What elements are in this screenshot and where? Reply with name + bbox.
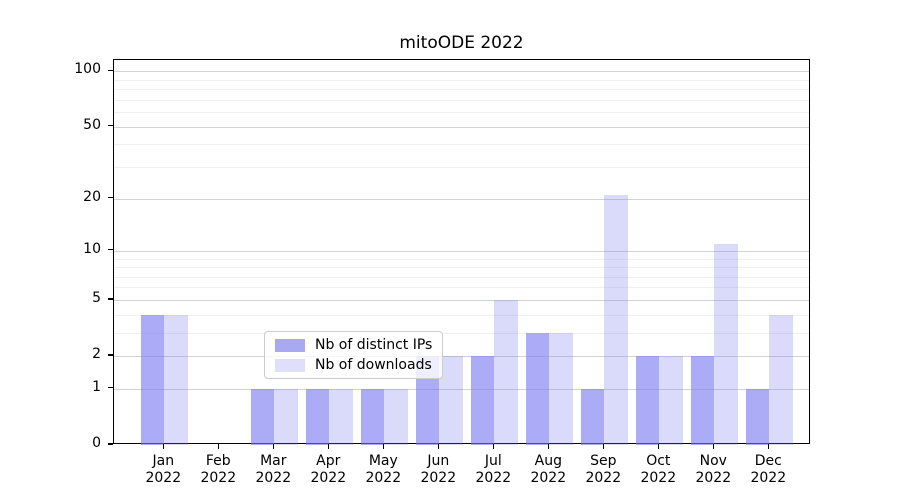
bar-downloads-oct [659,356,683,445]
x-tick [712,444,714,449]
x-tick [657,444,659,449]
y-tick-label: 20 [83,188,101,205]
major-gridline [114,299,809,301]
y-tick-label: 100 [74,61,101,78]
minor-gridline [114,332,809,334]
major-gridline [114,356,809,358]
legend: Nb of distinct IPs Nb of downloads [264,331,444,379]
bar-ips-nov [690,356,715,445]
x-tick-label: Sep 2022 [585,453,622,486]
bar-downloads-sep [604,194,628,445]
x-tick-label: Aug 2022 [530,453,567,486]
legend-label-downloads: Nb of downloads [315,357,432,373]
bar-downloads-mar [274,388,298,445]
y-tick [108,298,113,300]
x-tick-label: Mar 2022 [255,453,292,486]
bar-downloads-nov [714,243,738,445]
legend-swatch-distinct-ips [275,338,305,352]
bar-ips-sep [580,388,605,445]
minor-gridline [114,79,809,81]
minor-gridline [114,167,809,168]
bar-ips-mar [250,388,275,445]
bar-ips-dec [745,388,770,445]
x-tick [327,444,329,449]
bar-downloads-aug [549,332,573,445]
bar-downloads-apr [329,388,353,445]
y-tick [108,196,113,199]
legend-swatch-downloads [275,358,305,372]
plot-area [113,59,810,445]
x-tick [382,444,384,449]
major-gridline [114,126,809,128]
minor-gridline [114,314,809,316]
bar-downloads-may [384,388,408,445]
bar-ips-aug [525,332,550,445]
minor-gridline [114,276,809,278]
x-tick [547,444,549,449]
chart-title: mitoODE 2022 [399,33,524,53]
y-tick [108,69,113,71]
y-tick-label: 0 [92,435,101,451]
y-tick-label: 1 [92,378,101,395]
major-gridline [114,198,809,200]
minor-gridline [114,258,809,260]
legend-item-downloads: Nb of downloads [275,357,432,373]
x-tick [767,444,769,449]
x-tick [162,444,164,449]
x-tick-label: Jul 2022 [475,453,512,486]
y-tick-label: 2 [92,346,101,363]
minor-gridline [114,287,809,289]
bar-downloads-jul [494,299,518,445]
x-tick-label: Apr 2022 [310,453,347,486]
x-tick-label: Dec 2022 [750,453,787,486]
bar-ips-apr [305,388,330,445]
minor-gridline [114,144,809,146]
y-tick-label: 50 [83,116,101,133]
bar-downloads-jun [439,356,463,445]
bar-ips-oct [635,356,660,445]
major-gridline [114,388,809,390]
minor-gridline [114,89,809,91]
y-tick [108,387,113,389]
x-tick-label: Feb 2022 [200,453,237,486]
x-tick-label: Jun 2022 [420,453,457,486]
x-tick [437,444,439,449]
legend-item-distinct-ips: Nb of distinct IPs [275,337,432,353]
y-tick [108,125,113,127]
bar-downloads-jan [164,314,188,445]
x-tick-label: Nov 2022 [695,453,732,486]
minor-gridline [114,267,809,269]
x-tick [602,444,604,449]
y-tick [108,249,113,251]
x-tick [492,444,494,449]
bar-downloads-dec [769,314,793,445]
x-tick-label: Oct 2022 [640,453,677,486]
x-tick [217,444,219,449]
y-tick [108,354,113,356]
x-tick [272,444,274,449]
x-tick-label: May 2022 [365,453,402,486]
legend-label-distinct-ips: Nb of distinct IPs [315,337,433,353]
y-tick [108,443,113,445]
minor-gridline [114,112,809,114]
major-gridline [114,71,809,73]
bar-ips-jan [140,314,165,445]
y-tick-label: 5 [92,289,101,306]
y-tick-label: 10 [83,240,101,257]
major-gridline [114,250,809,252]
bar-ips-jul [470,356,495,445]
bar-ips-may [360,388,385,445]
minor-gridline [114,99,809,101]
x-tick-label: Jan 2022 [145,453,182,486]
